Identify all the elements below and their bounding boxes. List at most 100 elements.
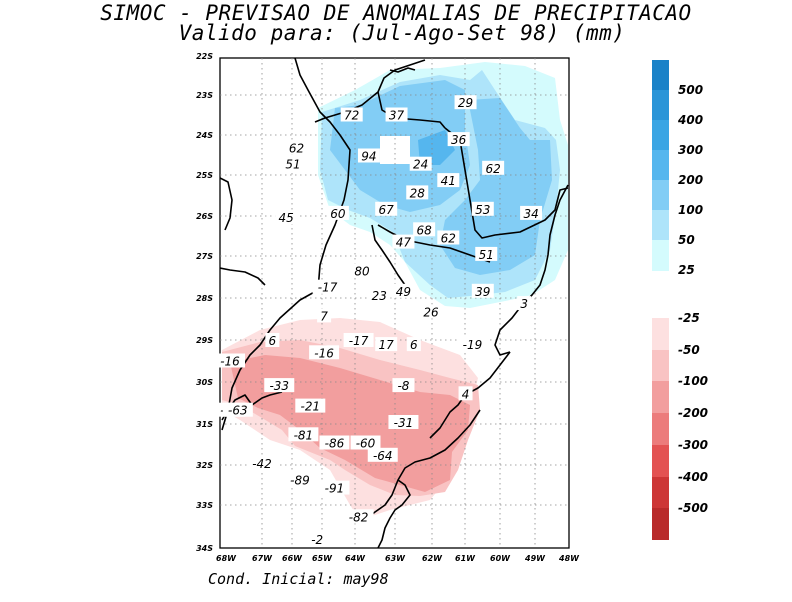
svg-text:-16: -16 (220, 355, 240, 369)
contour-label: -86 (319, 435, 350, 451)
border-bolivia-peru (389, 67, 416, 73)
y-tick-label: 25S (196, 171, 213, 180)
x-tick-label: 62W (422, 554, 443, 563)
contour-label: -63 (222, 402, 253, 418)
border-argentina-brazil (494, 184, 569, 356)
contour-label: -19 (457, 337, 488, 352)
y-axis-ticks: 22S 23S 24S 25S 26S 27S 28S 29S 30S 31S 32S 33S 34S (196, 52, 213, 553)
svg-text:62: 62 (486, 162, 501, 176)
river-pilcomayo (371, 224, 406, 286)
colorbar-positive-label: 200 (678, 173, 704, 187)
svg-text:6: 6 (410, 338, 418, 352)
contour-label: 68 (413, 222, 436, 237)
colorbar-positive-label: 50 (678, 233, 695, 247)
contour-label: 62 (285, 140, 308, 155)
contour-label: -33 (264, 378, 295, 393)
svg-text:62: 62 (441, 232, 456, 246)
svg-text:-31: -31 (394, 416, 414, 430)
svg-text:36: 36 (451, 133, 467, 147)
x-tick-label: 67W (252, 554, 273, 563)
x-tick-label: 61W (455, 554, 476, 563)
y-tick-label: 33S (196, 501, 213, 510)
colorbar-negative-swatch (652, 476, 669, 509)
colorbar-positive-label: 400 (678, 113, 704, 127)
svg-text:24: 24 (413, 158, 428, 172)
map-title: SIMOC - PREVISAO DE ANOMALIAS DE PRECIPI… (100, 1, 692, 25)
colorbar-negative-label: -50 (678, 342, 700, 357)
colorbar-legend: 500 400 300 200 100 50 25 -25 -50 -100 -200 -300 -40… (652, 60, 782, 550)
svg-text:34: 34 (523, 207, 538, 221)
svg-text:-8: -8 (397, 379, 409, 393)
svg-text:94: 94 (361, 150, 376, 164)
contour-label: 36 (447, 132, 470, 147)
contour-label: 41 (437, 173, 460, 188)
svg-text:49: 49 (396, 285, 411, 299)
contour-label: 28 (406, 185, 429, 200)
colorbar-positive-swatch (652, 150, 669, 181)
political-borders (220, 58, 569, 548)
svg-text:23: 23 (372, 289, 387, 303)
svg-text:-82: -82 (349, 510, 369, 524)
svg-text:80: 80 (354, 264, 370, 278)
svg-text:7: 7 (320, 309, 328, 323)
contour-label: 26 (420, 304, 443, 319)
y-tick-label: 34S (196, 544, 213, 553)
colorbar-negative-swatch (652, 508, 669, 541)
contour-label: -2 (306, 532, 329, 547)
contour-label: 72 (340, 107, 363, 123)
x-tick-label: 49W (524, 554, 546, 563)
svg-text:45: 45 (279, 211, 294, 225)
svg-text:-60: -60 (356, 437, 376, 451)
colorbar-positive-swatch (652, 210, 669, 241)
contour-label: 17 (375, 337, 398, 352)
svg-text:-42: -42 (252, 457, 272, 471)
contour-label: -31 (388, 415, 419, 430)
colorbar-negative-swatch (652, 318, 669, 351)
colorbar-positive-swatch (652, 90, 669, 121)
contour-label: -21 (295, 398, 326, 414)
contour-label: 67 (375, 201, 398, 217)
svg-text:-64: -64 (373, 449, 393, 463)
contour-label: -81 (288, 427, 319, 442)
coast-patagonia (377, 479, 411, 548)
contour-label: 3 (517, 296, 532, 311)
colorbar-negative-swatch (652, 381, 669, 414)
svg-text:68: 68 (417, 223, 433, 237)
y-tick-label: 32S (196, 461, 213, 470)
svg-text:-2: -2 (311, 533, 323, 547)
y-tick-label: 22S (196, 52, 213, 61)
svg-text:6: 6 (269, 334, 277, 348)
colorbar-positive-swatch (652, 240, 669, 271)
contour-label: -16 (215, 353, 245, 369)
y-tick-label: 24S (196, 131, 213, 140)
svg-text:37: 37 (389, 109, 405, 123)
y-tick-label: 30S (196, 378, 213, 387)
svg-text:60: 60 (330, 207, 346, 221)
contour-label: 60 (326, 205, 349, 221)
colorbar-negative-swatch (652, 444, 669, 478)
contour-label: 47 (392, 234, 415, 250)
svg-text:4: 4 (462, 387, 470, 401)
x-tick-label: 65W (312, 554, 333, 563)
svg-text:-33: -33 (269, 379, 289, 393)
colorbar-negative-label: -100 (678, 374, 709, 389)
svg-text:-81: -81 (294, 428, 314, 442)
contour-label: 62 (437, 230, 460, 246)
map-frame (219, 57, 570, 549)
x-axis-ticks: 68W 67W 66W 65W 64W 63W 62W 61W 60W 49W 48W (216, 554, 580, 563)
svg-text:53: 53 (475, 203, 490, 217)
x-tick-label: 68W (216, 554, 237, 563)
svg-text:72: 72 (344, 109, 359, 123)
svg-text:47: 47 (396, 236, 412, 250)
contour-label: -60 (350, 435, 381, 451)
y-tick-label: 28S (196, 294, 213, 303)
colorbar-positive-swatch (652, 120, 669, 151)
contour-label: 53 (471, 201, 494, 217)
contour-label: 4 (458, 386, 473, 401)
grid-lines (220, 58, 569, 548)
contour-label: 6 (406, 337, 421, 352)
positive-anomaly-region-200 (418, 130, 455, 165)
contour-label: -17 (312, 279, 343, 295)
